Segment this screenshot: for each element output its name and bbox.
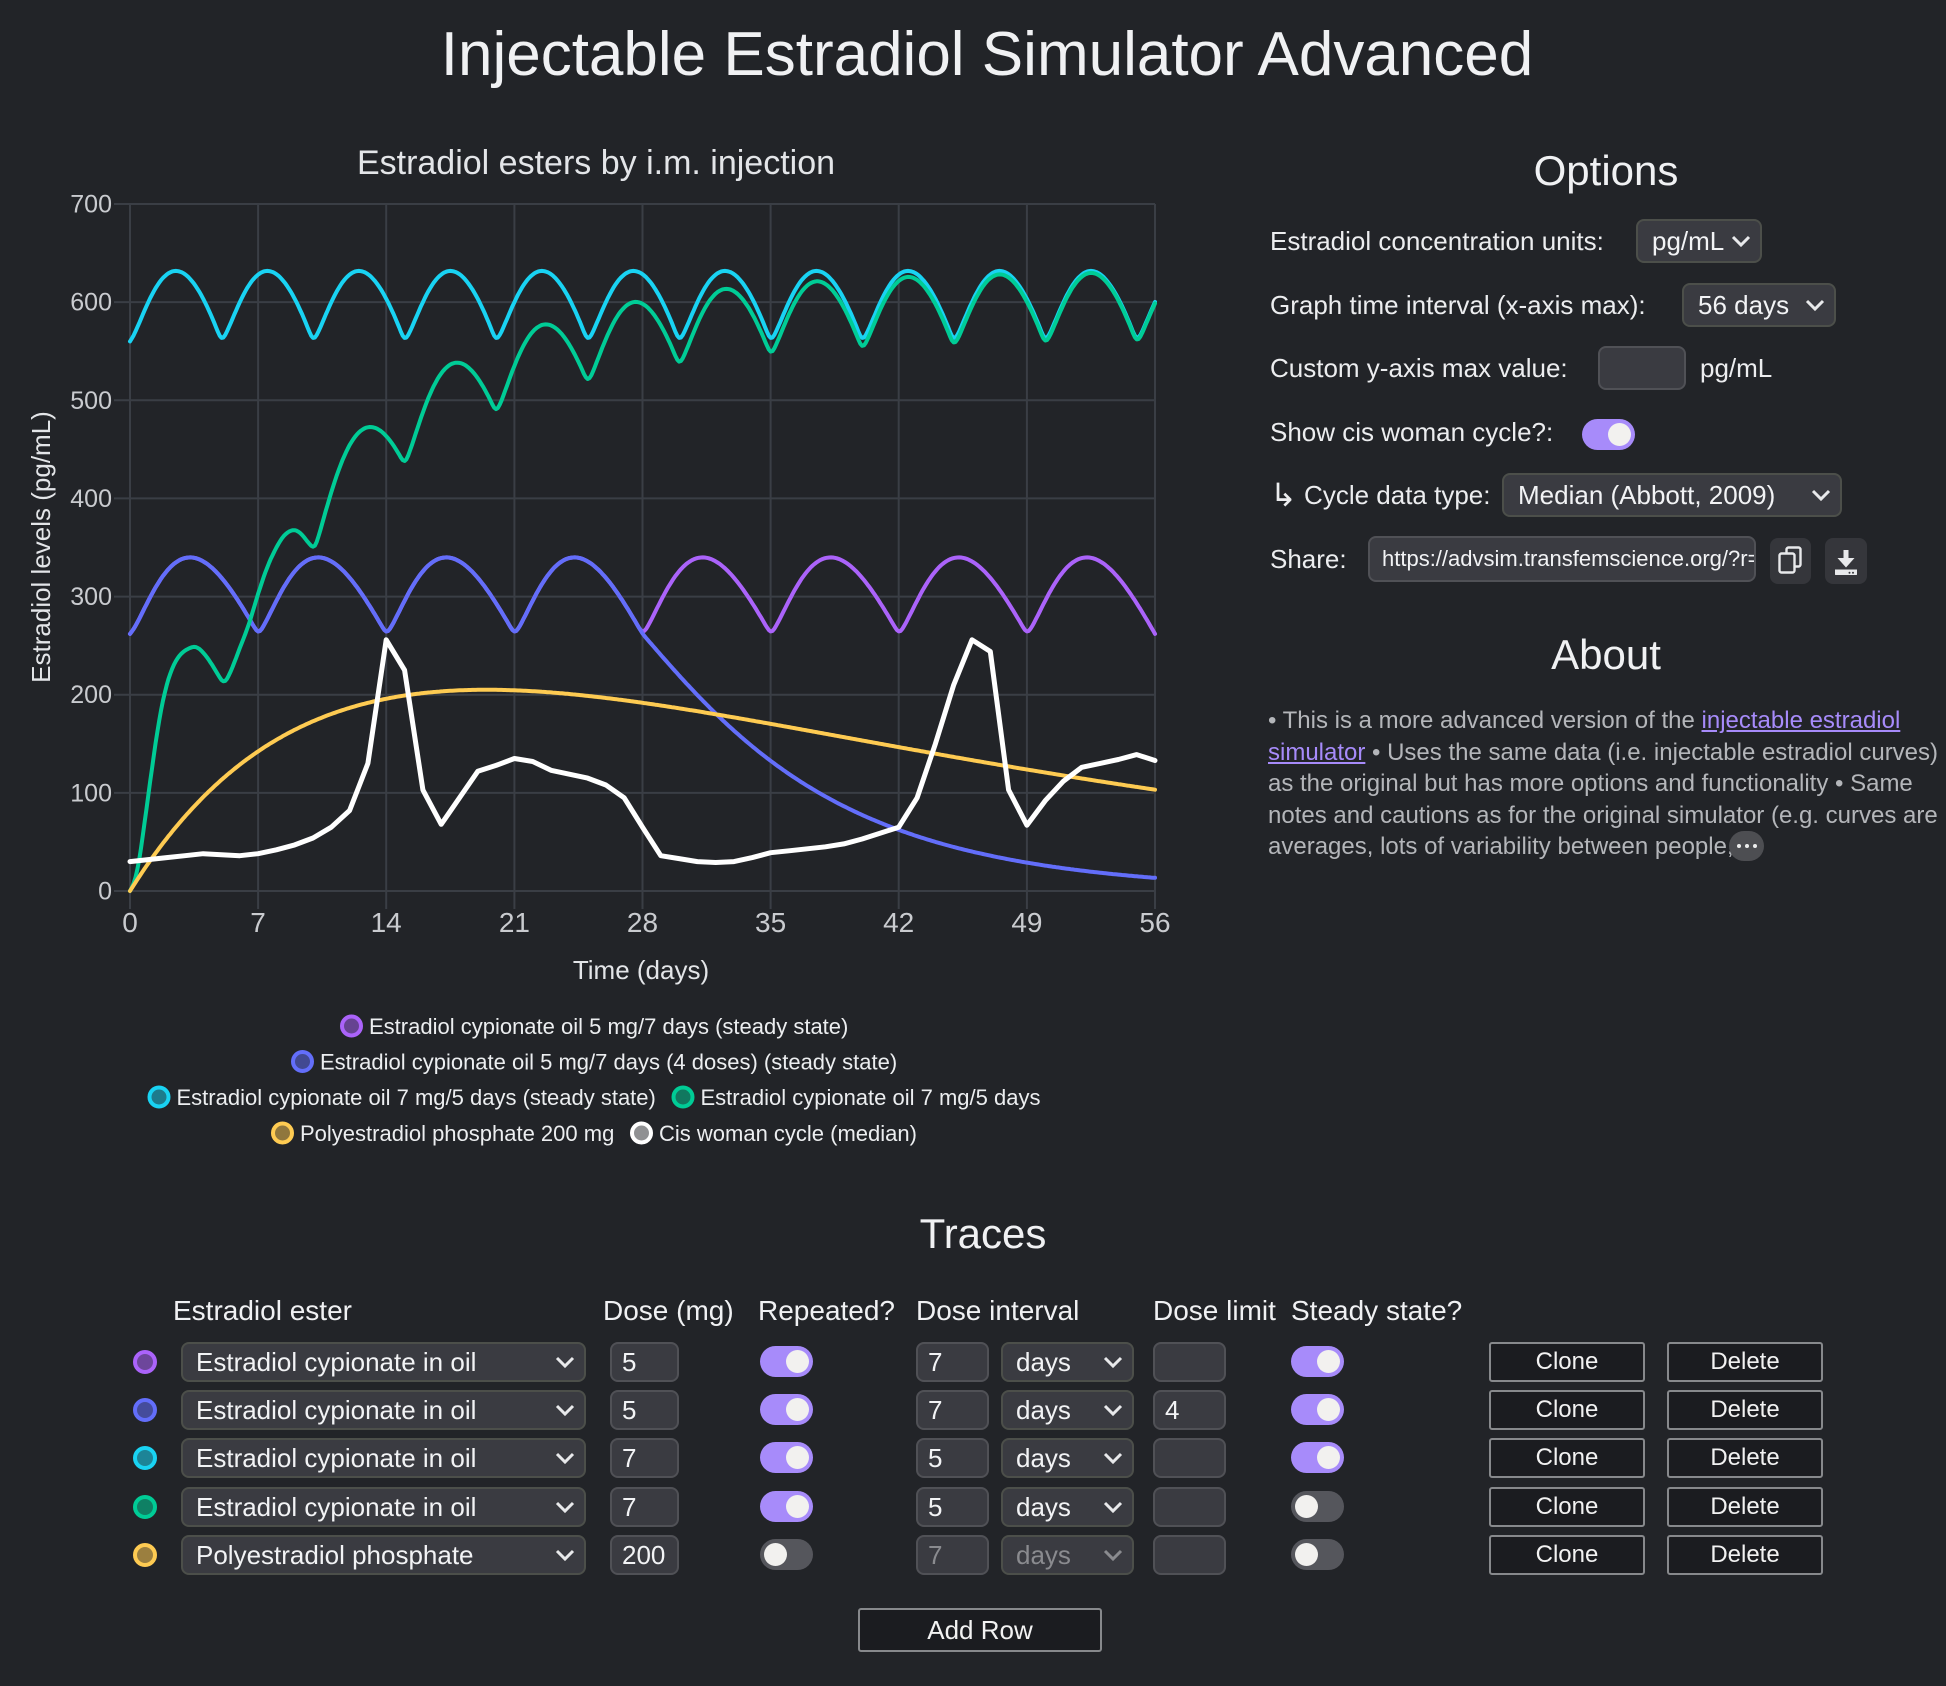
svg-text:100: 100 xyxy=(70,779,112,807)
svg-text:56: 56 xyxy=(1139,907,1170,938)
svg-text:Estradiol levels (pg/mL): Estradiol levels (pg/mL) xyxy=(26,411,56,683)
svg-text:7: 7 xyxy=(250,907,266,938)
svg-text:Estradiol esters by i.m. injec: Estradiol esters by i.m. injection xyxy=(357,144,835,182)
svg-text:Cis woman cycle (median): Cis woman cycle (median) xyxy=(659,1121,917,1146)
svg-text:Estradiol cypionate oil 5 mg/7: Estradiol cypionate oil 5 mg/7 days (4 d… xyxy=(320,1050,897,1075)
svg-text:500: 500 xyxy=(70,387,112,415)
svg-text:49: 49 xyxy=(1011,907,1042,938)
svg-text:14: 14 xyxy=(371,907,402,938)
svg-text:Estradiol cypionate oil 7 mg/5: Estradiol cypionate oil 7 mg/5 days xyxy=(701,1085,1041,1110)
svg-text:42: 42 xyxy=(883,907,914,938)
svg-text:400: 400 xyxy=(70,485,112,513)
svg-text:600: 600 xyxy=(70,289,112,317)
svg-text:Polyestradiol phosphate 200 mg: Polyestradiol phosphate 200 mg xyxy=(300,1121,614,1146)
svg-text:0: 0 xyxy=(98,878,112,906)
svg-text:28: 28 xyxy=(627,907,658,938)
svg-text:Estradiol cypionate oil 7 mg/5: Estradiol cypionate oil 7 mg/5 days (ste… xyxy=(177,1085,656,1110)
svg-text:300: 300 xyxy=(70,583,112,611)
svg-text:0: 0 xyxy=(122,907,138,938)
svg-text:21: 21 xyxy=(499,907,530,938)
svg-text:700: 700 xyxy=(70,191,112,219)
svg-text:200: 200 xyxy=(70,681,112,709)
svg-text:Estradiol cypionate oil 5 mg/7: Estradiol cypionate oil 5 mg/7 days (ste… xyxy=(369,1014,848,1039)
svg-text:35: 35 xyxy=(755,907,786,938)
svg-text:Time (days): Time (days) xyxy=(573,955,709,985)
